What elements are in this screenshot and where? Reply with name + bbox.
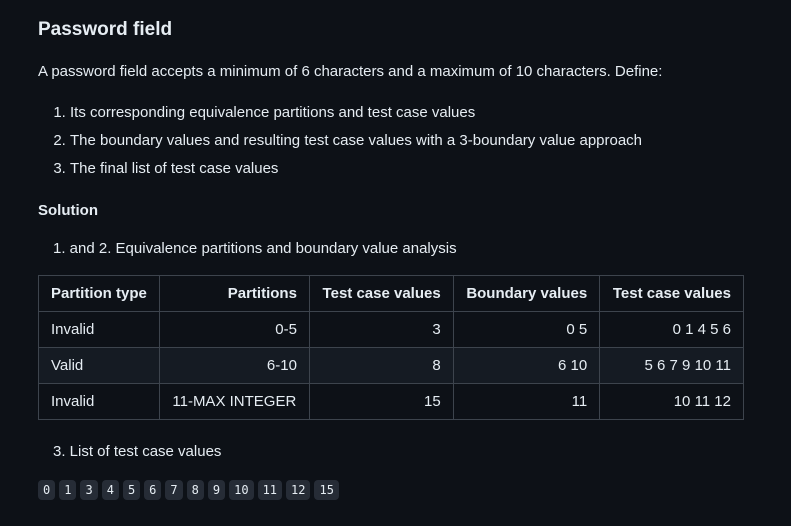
task-list: Its corresponding equivalence partitions… [38, 99, 753, 183]
value-chip: 9 [207, 480, 226, 500]
value-chip: 11 [257, 480, 283, 500]
cell-test-case-values: 8 [308, 347, 454, 384]
final-values-list: 0 1 3 4 5 6 7 8 9 10 11 12 15 [38, 480, 753, 500]
value-chip: 10 [229, 480, 254, 500]
cell-boundary-values: 11 [452, 383, 601, 420]
solution-heading: Solution [38, 202, 98, 219]
step-1-2-label: 1. and 2. Equivalence partitions and bou… [53, 240, 457, 257]
table-row: Invalid 11-MAX INTEGER 15 11 10 11 12 [37, 383, 744, 420]
cell-partitions: 0-5 [159, 311, 310, 348]
value-chip: 0 [38, 480, 56, 500]
task-item: Its corresponding equivalence partitions… [70, 99, 753, 127]
header-partitions: Partitions [159, 275, 310, 312]
cell-partitions: 6-10 [159, 347, 310, 384]
cell-partition-type: Valid [37, 347, 161, 384]
value-chip: 3 [80, 480, 98, 500]
header-partition-type: Partition type [37, 275, 161, 312]
cell-partition-type: Invalid [37, 383, 161, 420]
header-test-case-values: Test case values [308, 275, 454, 312]
value-chip: 8 [186, 480, 204, 500]
value-chip: 4 [101, 480, 119, 500]
cell-test-case-values: 15 [308, 383, 454, 420]
cell-boundary-test-values: 10 11 12 [599, 383, 744, 420]
table-header-row: Partition type Partitions Test case valu… [37, 275, 744, 312]
value-chip: 1 [59, 480, 77, 500]
table-row: Valid 6-10 8 6 10 5 6 7 9 10 11 [37, 347, 744, 384]
cell-boundary-test-values: 0 1 4 5 6 [599, 311, 744, 348]
intro-paragraph: A password field accepts a minimum of 6 … [38, 63, 663, 80]
cell-partitions: 11-MAX INTEGER [159, 383, 310, 420]
value-chip: 7 [165, 480, 183, 500]
task-item: The boundary values and resulting test c… [70, 127, 753, 155]
cell-boundary-values: 0 5 [452, 311, 601, 348]
header-boundary-test-case-values: Test case values [599, 275, 744, 312]
page-title: Password field [38, 19, 173, 40]
document: Password field A password field accepts … [0, 0, 791, 500]
value-chip: 12 [286, 480, 311, 500]
table-row: Invalid 0-5 3 0 5 0 1 4 5 6 [37, 311, 744, 348]
step-3-label: 3. List of test case values [53, 443, 222, 460]
cell-boundary-values: 6 10 [452, 347, 601, 384]
cell-test-case-values: 3 [308, 311, 454, 348]
header-boundary-values: Boundary values [452, 275, 601, 312]
value-chip: 6 [144, 480, 162, 500]
partition-table: Partition type Partitions Test case valu… [37, 275, 744, 420]
task-item: The final list of test case values [70, 155, 753, 183]
value-chip: 5 [122, 480, 141, 500]
cell-partition-type: Invalid [37, 311, 161, 348]
cell-boundary-test-values: 5 6 7 9 10 11 [599, 347, 744, 384]
value-chip: 15 [314, 480, 339, 500]
